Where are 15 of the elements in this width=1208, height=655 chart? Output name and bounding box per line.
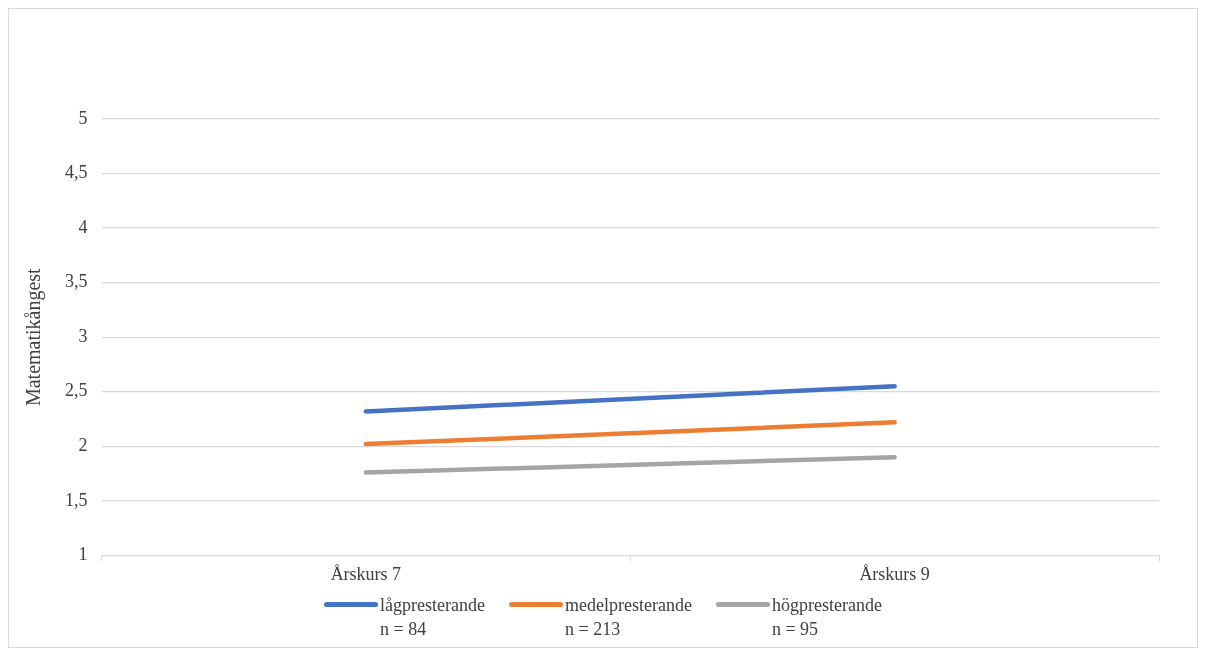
legend-label: lågpresterande n = 84 bbox=[380, 594, 486, 641]
y-tick-label: 5 bbox=[78, 107, 88, 128]
y-tick-label: 3 bbox=[78, 325, 88, 346]
x-tick-label: Årskurs 7 bbox=[330, 563, 402, 584]
y-tick-label: 4 bbox=[78, 216, 88, 237]
y-tick-label: 3,5 bbox=[65, 271, 88, 292]
y-tick-label: 1,5 bbox=[65, 489, 88, 510]
y-tick-label: 4,5 bbox=[65, 162, 88, 183]
y-tick-label: 1 bbox=[78, 544, 88, 565]
x-tick-label: Årskurs 9 bbox=[859, 563, 930, 584]
y-tick-label: 2 bbox=[78, 435, 88, 456]
y-axis-title: Matematikångest bbox=[22, 267, 46, 407]
legend-label: högpresterande n = 95 bbox=[771, 594, 882, 641]
y-tick-label: 2,5 bbox=[65, 380, 88, 401]
legend-label: medelpresterande n = 213 bbox=[565, 594, 692, 641]
